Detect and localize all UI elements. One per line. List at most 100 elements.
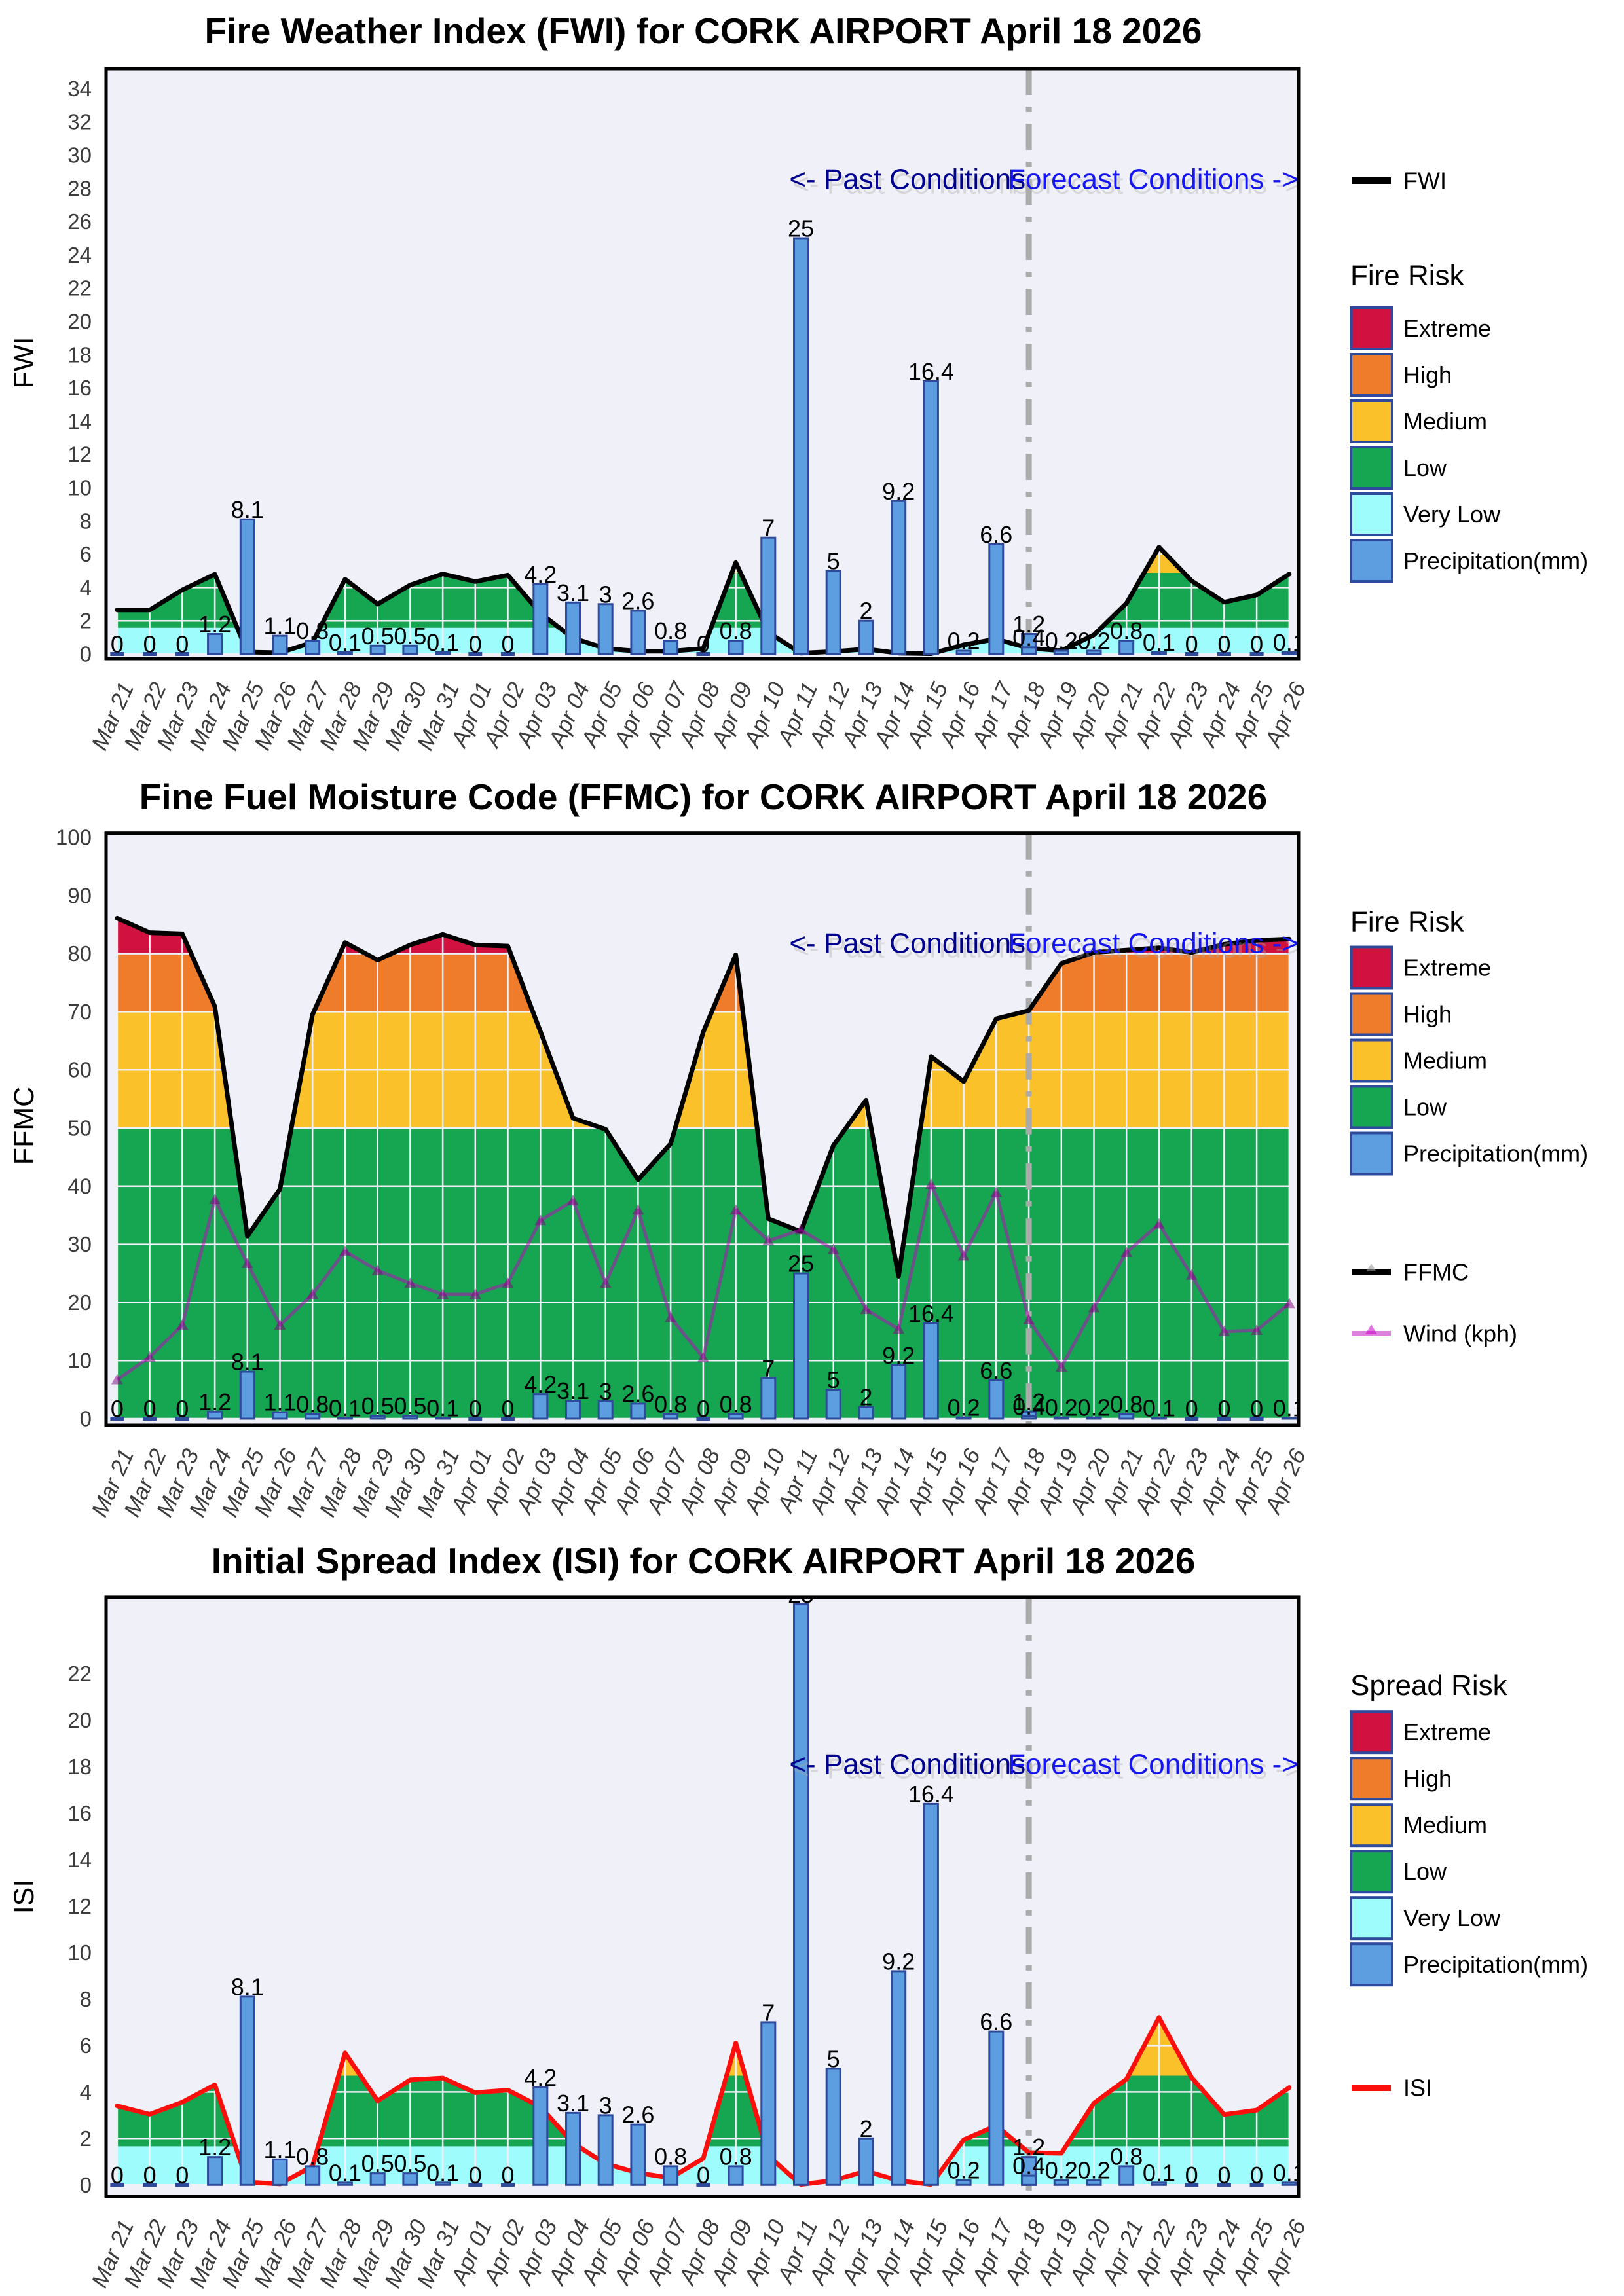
svg-text:6: 6 [80,542,92,566]
svg-text:Very Low: Very Low [1403,501,1501,528]
svg-text:0.2: 0.2 [948,627,980,654]
svg-text:0.5: 0.5 [394,2150,426,2177]
svg-text:7: 7 [762,1999,775,2026]
svg-text:0: 0 [111,631,124,658]
svg-text:2.6: 2.6 [621,588,654,615]
svg-text:0: 0 [175,1396,189,1423]
svg-text:6.6: 6.6 [980,521,1012,548]
svg-text:34: 34 [67,77,92,101]
svg-text:0.1: 0.1 [329,1395,361,1422]
svg-text:0.8: 0.8 [296,1391,329,1417]
svg-text:0.1: 0.1 [426,2159,459,2186]
svg-text:High: High [1403,1001,1452,1028]
svg-text:3.1: 3.1 [557,2090,589,2117]
svg-text:Spread Risk: Spread Risk [1350,1669,1508,1702]
svg-text:Precipitation(mm): Precipitation(mm) [1403,547,1588,574]
svg-text:Fire Weather Index (FWI) for C: Fire Weather Index (FWI) for CORK AIRPOR… [205,10,1202,51]
svg-text:0.1: 0.1 [1143,2159,1175,2186]
svg-text:5: 5 [827,1366,840,1393]
svg-text:18: 18 [67,342,92,367]
svg-text:8: 8 [80,1987,92,2011]
svg-text:14: 14 [67,1848,92,1872]
svg-text:10: 10 [67,1941,92,1965]
svg-text:1.1: 1.1 [263,1389,296,1416]
svg-text:0.2: 0.2 [948,1394,980,1421]
svg-text:ISI: ISI [9,1880,40,1914]
svg-text:0: 0 [501,2162,514,2189]
svg-text:Wind (kph): Wind (kph) [1403,1321,1517,1347]
svg-text:Very Low: Very Low [1403,1904,1501,1931]
svg-text:25: 25 [788,215,814,242]
svg-text:Forecast Conditions ->: Forecast Conditions -> [1008,1749,1299,1781]
svg-text:2: 2 [859,2115,872,2142]
svg-text:6.6: 6.6 [980,1357,1012,1384]
svg-text:<- Past Conditions: <- Past Conditions [789,928,1025,960]
svg-text:Forecast Conditions ->: Forecast Conditions -> [1008,928,1299,960]
svg-text:0: 0 [80,2173,92,2197]
svg-text:12: 12 [67,1894,92,1918]
svg-text:0: 0 [469,1396,482,1423]
svg-text:22: 22 [67,1662,92,1686]
svg-text:2: 2 [859,1384,872,1411]
svg-text:0.2: 0.2 [948,2157,980,2184]
svg-text:0.2: 0.2 [1077,2157,1110,2184]
svg-text:0.8: 0.8 [296,617,329,644]
svg-text:Fine Fuel Moisture Code (FFMC): Fine Fuel Moisture Code (FFMC) for CORK … [139,776,1267,817]
svg-text:0: 0 [1217,1396,1230,1423]
svg-text:<- Past Conditions: <- Past Conditions [792,1753,1029,1785]
svg-text:<- Past Conditions: <- Past Conditions [789,1749,1025,1781]
svg-text:30: 30 [67,143,92,168]
svg-text:0: 0 [1185,631,1198,658]
svg-text:0: 0 [1185,1396,1198,1423]
svg-text:0.1: 0.1 [329,629,361,656]
svg-text:60: 60 [67,1058,92,1082]
svg-text:FFMC: FFMC [1403,1259,1469,1286]
svg-text:0: 0 [1217,2162,1230,2189]
svg-text:0.5: 0.5 [361,1393,394,1419]
svg-text:ISI: ISI [1403,2075,1432,2102]
svg-text:10: 10 [67,1349,92,1373]
svg-text:4: 4 [80,2080,92,2104]
svg-text:18: 18 [67,1755,92,1779]
svg-text:0.2: 0.2 [1045,2157,1078,2184]
svg-text:7: 7 [762,1355,775,1381]
svg-text:0.8: 0.8 [654,1391,687,1417]
svg-text:1.2: 1.2 [198,611,231,638]
svg-text:0.4: 0.4 [1012,2153,1045,2179]
svg-text:0.1: 0.1 [1143,629,1175,656]
svg-text:0.1: 0.1 [426,1395,459,1422]
svg-text:Medium: Medium [1403,1812,1487,1838]
svg-text:High: High [1403,1765,1452,1792]
svg-text:4.2: 4.2 [524,2064,557,2091]
svg-text:0.1: 0.1 [426,629,459,656]
svg-text:9.2: 9.2 [882,1948,915,1975]
svg-text:<- Past Conditions: <- Past Conditions [792,932,1029,964]
svg-text:Extreme: Extreme [1403,955,1491,981]
svg-text:28: 28 [67,176,92,200]
svg-text:30: 30 [67,1232,92,1256]
svg-text:16.4: 16.4 [908,1300,954,1327]
svg-text:0.2: 0.2 [1077,1394,1110,1421]
svg-text:1.1: 1.1 [263,2136,296,2163]
svg-text:9.2: 9.2 [882,1342,915,1369]
svg-text:0.2: 0.2 [1045,1394,1078,1421]
svg-text:0.5: 0.5 [394,623,426,649]
svg-text:32: 32 [67,110,92,134]
svg-text:0.4: 0.4 [1012,624,1045,651]
svg-text:0.2: 0.2 [1077,627,1110,654]
svg-text:Low: Low [1403,454,1447,481]
svg-text:0: 0 [143,631,157,658]
svg-text:<- Past Conditions: <- Past Conditions [789,164,1025,196]
svg-text:20: 20 [67,1708,92,1732]
svg-text:0: 0 [111,2162,124,2189]
svg-text:16: 16 [67,376,92,400]
svg-text:0: 0 [501,1396,514,1423]
svg-text:1.2: 1.2 [1012,611,1045,638]
svg-text:Precipitation(mm): Precipitation(mm) [1403,1140,1588,1167]
svg-text:Forecast Conditions ->: Forecast Conditions -> [1011,168,1302,200]
svg-text:0: 0 [1217,631,1230,658]
svg-text:16.4: 16.4 [908,358,954,385]
svg-text:8.1: 8.1 [231,1973,264,2000]
svg-text:0.8: 0.8 [654,617,687,644]
svg-text:2: 2 [859,598,872,625]
